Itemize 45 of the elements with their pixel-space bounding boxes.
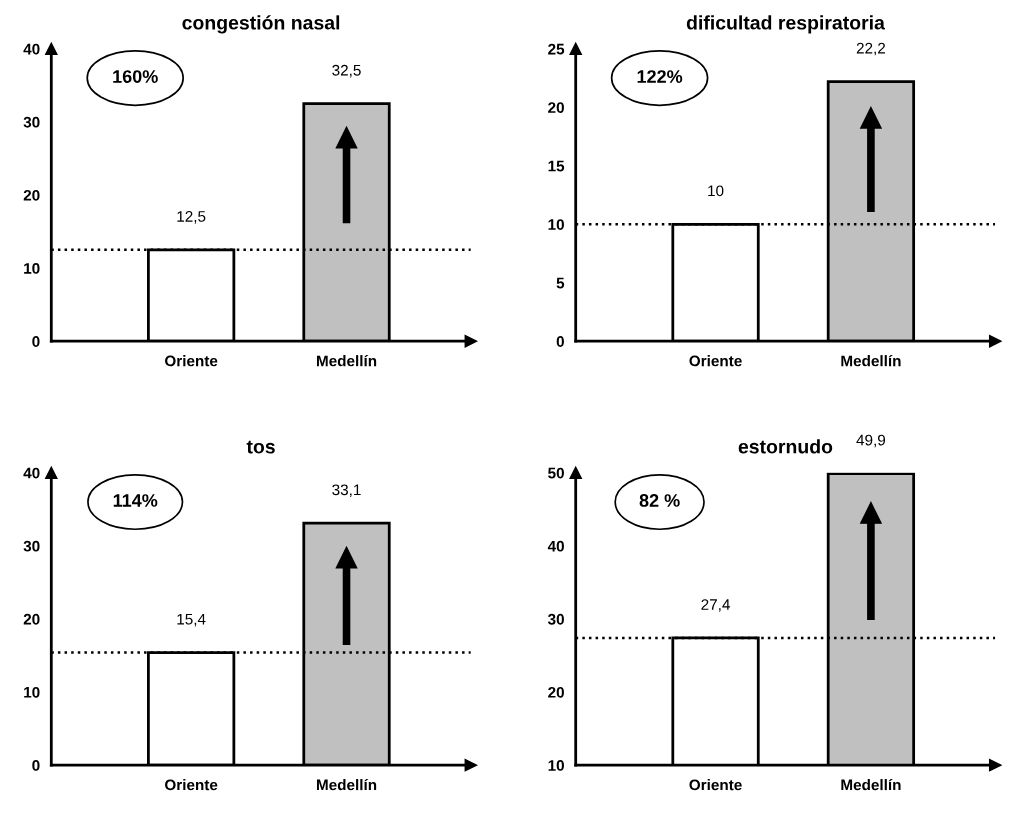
y-tick-label: 0 [32, 760, 40, 771]
y-tick-label: 40 [547, 540, 564, 552]
x-tick-label: Medellín [316, 354, 377, 367]
y-tick-label: 20 [548, 102, 564, 113]
x-tick-label: Oriente [165, 779, 218, 791]
y-tick-label: 25 [548, 43, 565, 55]
data-label: 10 [708, 185, 724, 197]
y-tick-label: 0 [32, 336, 40, 347]
chart-title: tos [246, 440, 275, 454]
chart-title: dificultad respiratoria [686, 15, 885, 34]
x-tick-label: Oriente [689, 355, 742, 367]
y-tick-label: 40 [23, 467, 40, 479]
y-tick-label: 30 [547, 613, 564, 625]
y-tick-label: 0 [556, 336, 564, 347]
x-tick-label: Medellín [841, 354, 901, 367]
data-label: 49,9 [856, 434, 886, 448]
x-tick-label: Oriente [689, 779, 742, 791]
chart-title: estornudo [738, 439, 833, 454]
y-tick-label: 30 [23, 540, 40, 552]
y-tick-label: 5 [556, 277, 565, 289]
annotation: 122% [637, 70, 683, 83]
y-tick-label: 50 [548, 467, 564, 479]
data-label: 32,5 [332, 64, 361, 78]
annotation: 114% [113, 494, 158, 507]
y-tick-label: 20 [23, 613, 40, 625]
annotation: 82 % [639, 494, 680, 507]
data-label: 22,2 [856, 42, 886, 56]
y-tick-label: 20 [23, 189, 40, 201]
y-tick-label: 10 [24, 686, 40, 698]
x-tick-label: Oriente [165, 355, 218, 367]
data-label: 12,5 [177, 211, 206, 224]
data-label: 27,4 [701, 599, 730, 612]
y-tick-label: 10 [548, 219, 564, 230]
x-tick-label: Medellín [841, 778, 901, 791]
x-tick-label: Medellín [316, 778, 377, 791]
chart-title: congestión nasal [182, 15, 340, 34]
y-tick-label: 20 [548, 686, 564, 698]
y-tick-label: 15 [548, 160, 565, 172]
data-label: 15,4 [177, 613, 206, 627]
y-tick-label: 10 [548, 760, 564, 771]
y-tick-label: 40 [23, 43, 40, 55]
y-tick-label: 10 [24, 262, 40, 274]
y-tick-label: 30 [23, 116, 40, 128]
annotation: 160% [113, 70, 158, 83]
data-label: 33,1 [332, 484, 361, 497]
